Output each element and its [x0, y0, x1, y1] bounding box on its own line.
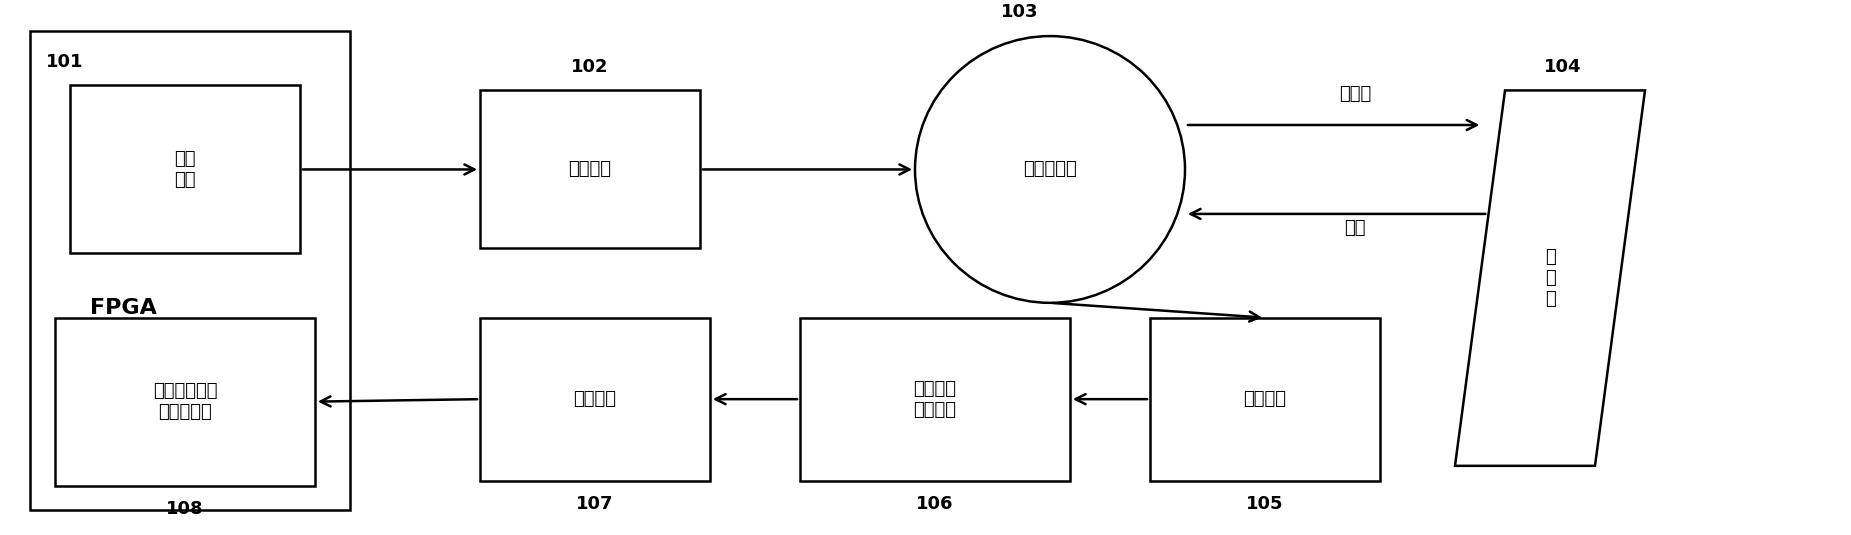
FancyBboxPatch shape: [479, 90, 700, 248]
FancyBboxPatch shape: [479, 318, 711, 480]
Text: 105: 105: [1246, 495, 1285, 514]
Text: 发射
序列: 发射 序列: [174, 150, 196, 189]
Text: 自动增益
控制电路: 自动增益 控制电路: [914, 380, 957, 418]
Text: 108: 108: [167, 500, 204, 518]
FancyBboxPatch shape: [70, 86, 300, 254]
Polygon shape: [1455, 90, 1646, 466]
Text: FPGA: FPGA: [91, 298, 157, 318]
FancyBboxPatch shape: [800, 318, 1070, 480]
Text: 回波: 回波: [1344, 219, 1366, 237]
Text: 104: 104: [1544, 58, 1581, 75]
FancyBboxPatch shape: [1149, 318, 1381, 480]
Text: 整形电路: 整形电路: [574, 390, 616, 408]
Text: 103: 103: [1001, 3, 1038, 21]
Text: 功率放大: 功率放大: [568, 160, 611, 179]
Text: 发射波: 发射波: [1338, 85, 1372, 103]
Text: 106: 106: [916, 495, 953, 514]
Text: 滤波电路: 滤波电路: [1244, 390, 1286, 408]
Text: 107: 107: [576, 495, 615, 514]
Text: 超声换能器: 超声换能器: [1024, 160, 1077, 179]
Text: 回声信号处理
及距离计算: 回声信号处理 及距离计算: [154, 382, 217, 421]
Text: 101: 101: [46, 52, 83, 71]
FancyBboxPatch shape: [56, 318, 315, 486]
FancyBboxPatch shape: [30, 31, 350, 510]
Text: 102: 102: [572, 58, 609, 75]
Text: 障
碍
物: 障 碍 物: [1544, 248, 1555, 308]
